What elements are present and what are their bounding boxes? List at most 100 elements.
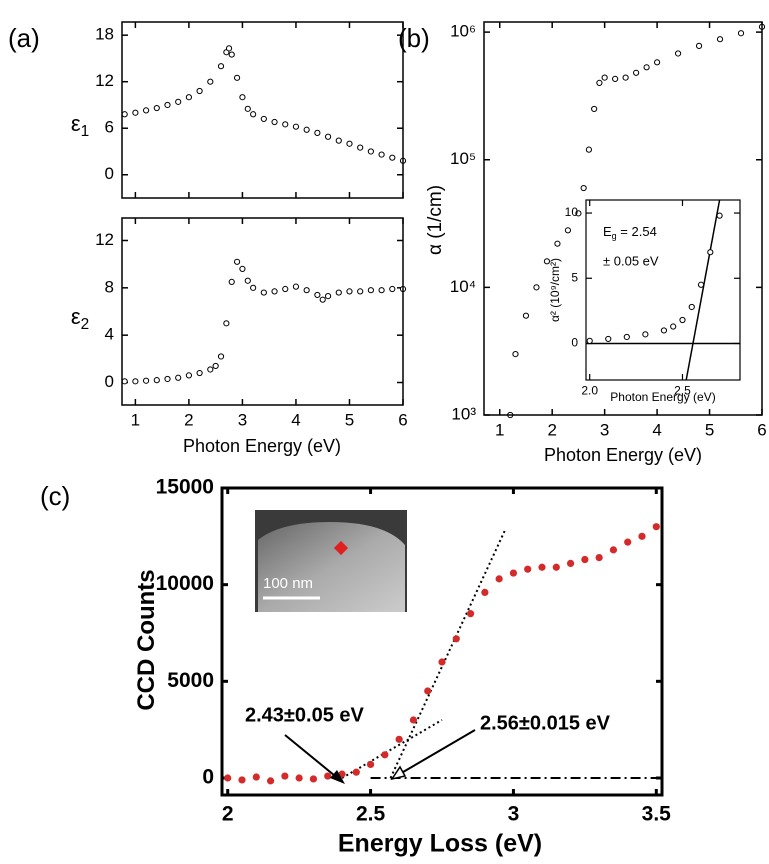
x-tick-label: 2 [184,411,193,430]
annotation-part: g [612,231,617,241]
annotation-part: = 2.54 [617,224,657,239]
data-point [367,287,374,294]
data-point [716,212,723,219]
data-point [132,109,139,116]
x-tick-label: 4 [652,421,661,440]
data-point [552,563,560,571]
data-point [175,98,182,105]
y-tick-label: 10⁴ [450,277,476,296]
data-point [707,249,714,256]
y-tick-label: 8 [105,277,114,296]
data-point [585,146,593,153]
plot-frame [121,217,404,406]
data-point [282,121,289,128]
data-point [660,327,668,334]
y-axis-label: ε2 [71,304,89,333]
data-point [238,776,246,784]
data-point [121,111,128,118]
data-point [223,320,230,327]
data-point [688,303,695,311]
data-point [244,105,251,112]
panel-label: (b) [398,23,430,53]
x-axis-label: Photon Energy (eV) [183,436,341,456]
data-point [586,337,593,344]
data-point [366,760,375,769]
data-point [452,635,460,643]
data-point [225,45,233,52]
x-tick-label: 5 [705,421,714,440]
data-point [324,772,332,780]
data-point [575,210,582,217]
plot-frame [483,21,763,416]
data-point [378,151,385,158]
data-point [324,133,332,140]
x-tick-label: 5 [345,411,354,430]
data-point [367,148,374,155]
data-point [466,610,475,618]
data-point [509,569,518,577]
data-point [596,79,603,86]
y-tick-label: 0 [105,164,114,183]
plot-frame [585,199,741,381]
data-point [295,774,303,782]
data-point [357,144,364,151]
data-point [389,154,396,161]
data-point [389,285,396,293]
data-point [357,288,364,295]
data-point [581,555,589,564]
y-tick-label: 10000 [156,572,214,595]
data-point [314,291,321,299]
annotation: ± 0.05 eV [603,253,659,268]
x-axis-label: Photon Energy (eV) [544,445,702,465]
annotation: Eg = 2.54 [603,224,657,241]
data-point [622,74,629,81]
x-tick-label: 4 [291,411,300,430]
data-point [207,366,214,373]
annotation: 2.56±0.015 eV [480,712,611,734]
data-point [196,87,203,95]
data-point [674,50,682,57]
y-axis-label-main: α (1/cm) [425,185,446,255]
data-point [228,51,235,58]
data-point [244,277,251,284]
data-point [282,285,289,293]
data-point [260,289,267,296]
y-tick-label: 0 [571,336,578,350]
data-point [250,284,257,291]
y-tick-label: 10 [565,205,579,219]
data-point [132,378,139,385]
x-tick-label: 6 [398,411,407,430]
data-point [303,287,310,294]
data-point [319,296,326,303]
data-point [212,362,219,370]
data-point [566,559,575,567]
inset-image-particle [258,522,405,612]
data-point [335,289,342,296]
data-point [164,101,171,109]
data-point [533,284,540,291]
data-point [271,118,278,126]
data-point [292,283,300,290]
arrow-head [390,765,407,781]
data-point [554,240,561,247]
data-point [346,140,353,147]
data-point [652,523,660,531]
data-point [309,775,318,783]
data-point [292,123,300,130]
data-point [605,335,612,343]
y-axis-label-sub: 2 [81,316,90,333]
data-point [217,353,225,360]
fit-line [341,719,443,779]
data-point [609,546,618,554]
data-point [653,59,661,66]
data-point [233,258,241,265]
data-point [378,287,385,294]
x-axis-label: Photon Energy (eV) [610,390,715,404]
data-point [142,377,150,384]
data-point [524,565,532,573]
y-axis-label: α² (10⁹/cm²) [548,258,562,322]
data-point [153,104,160,112]
y-axis-label-main: ε [71,111,81,136]
y-tick-label: 4 [105,325,114,344]
